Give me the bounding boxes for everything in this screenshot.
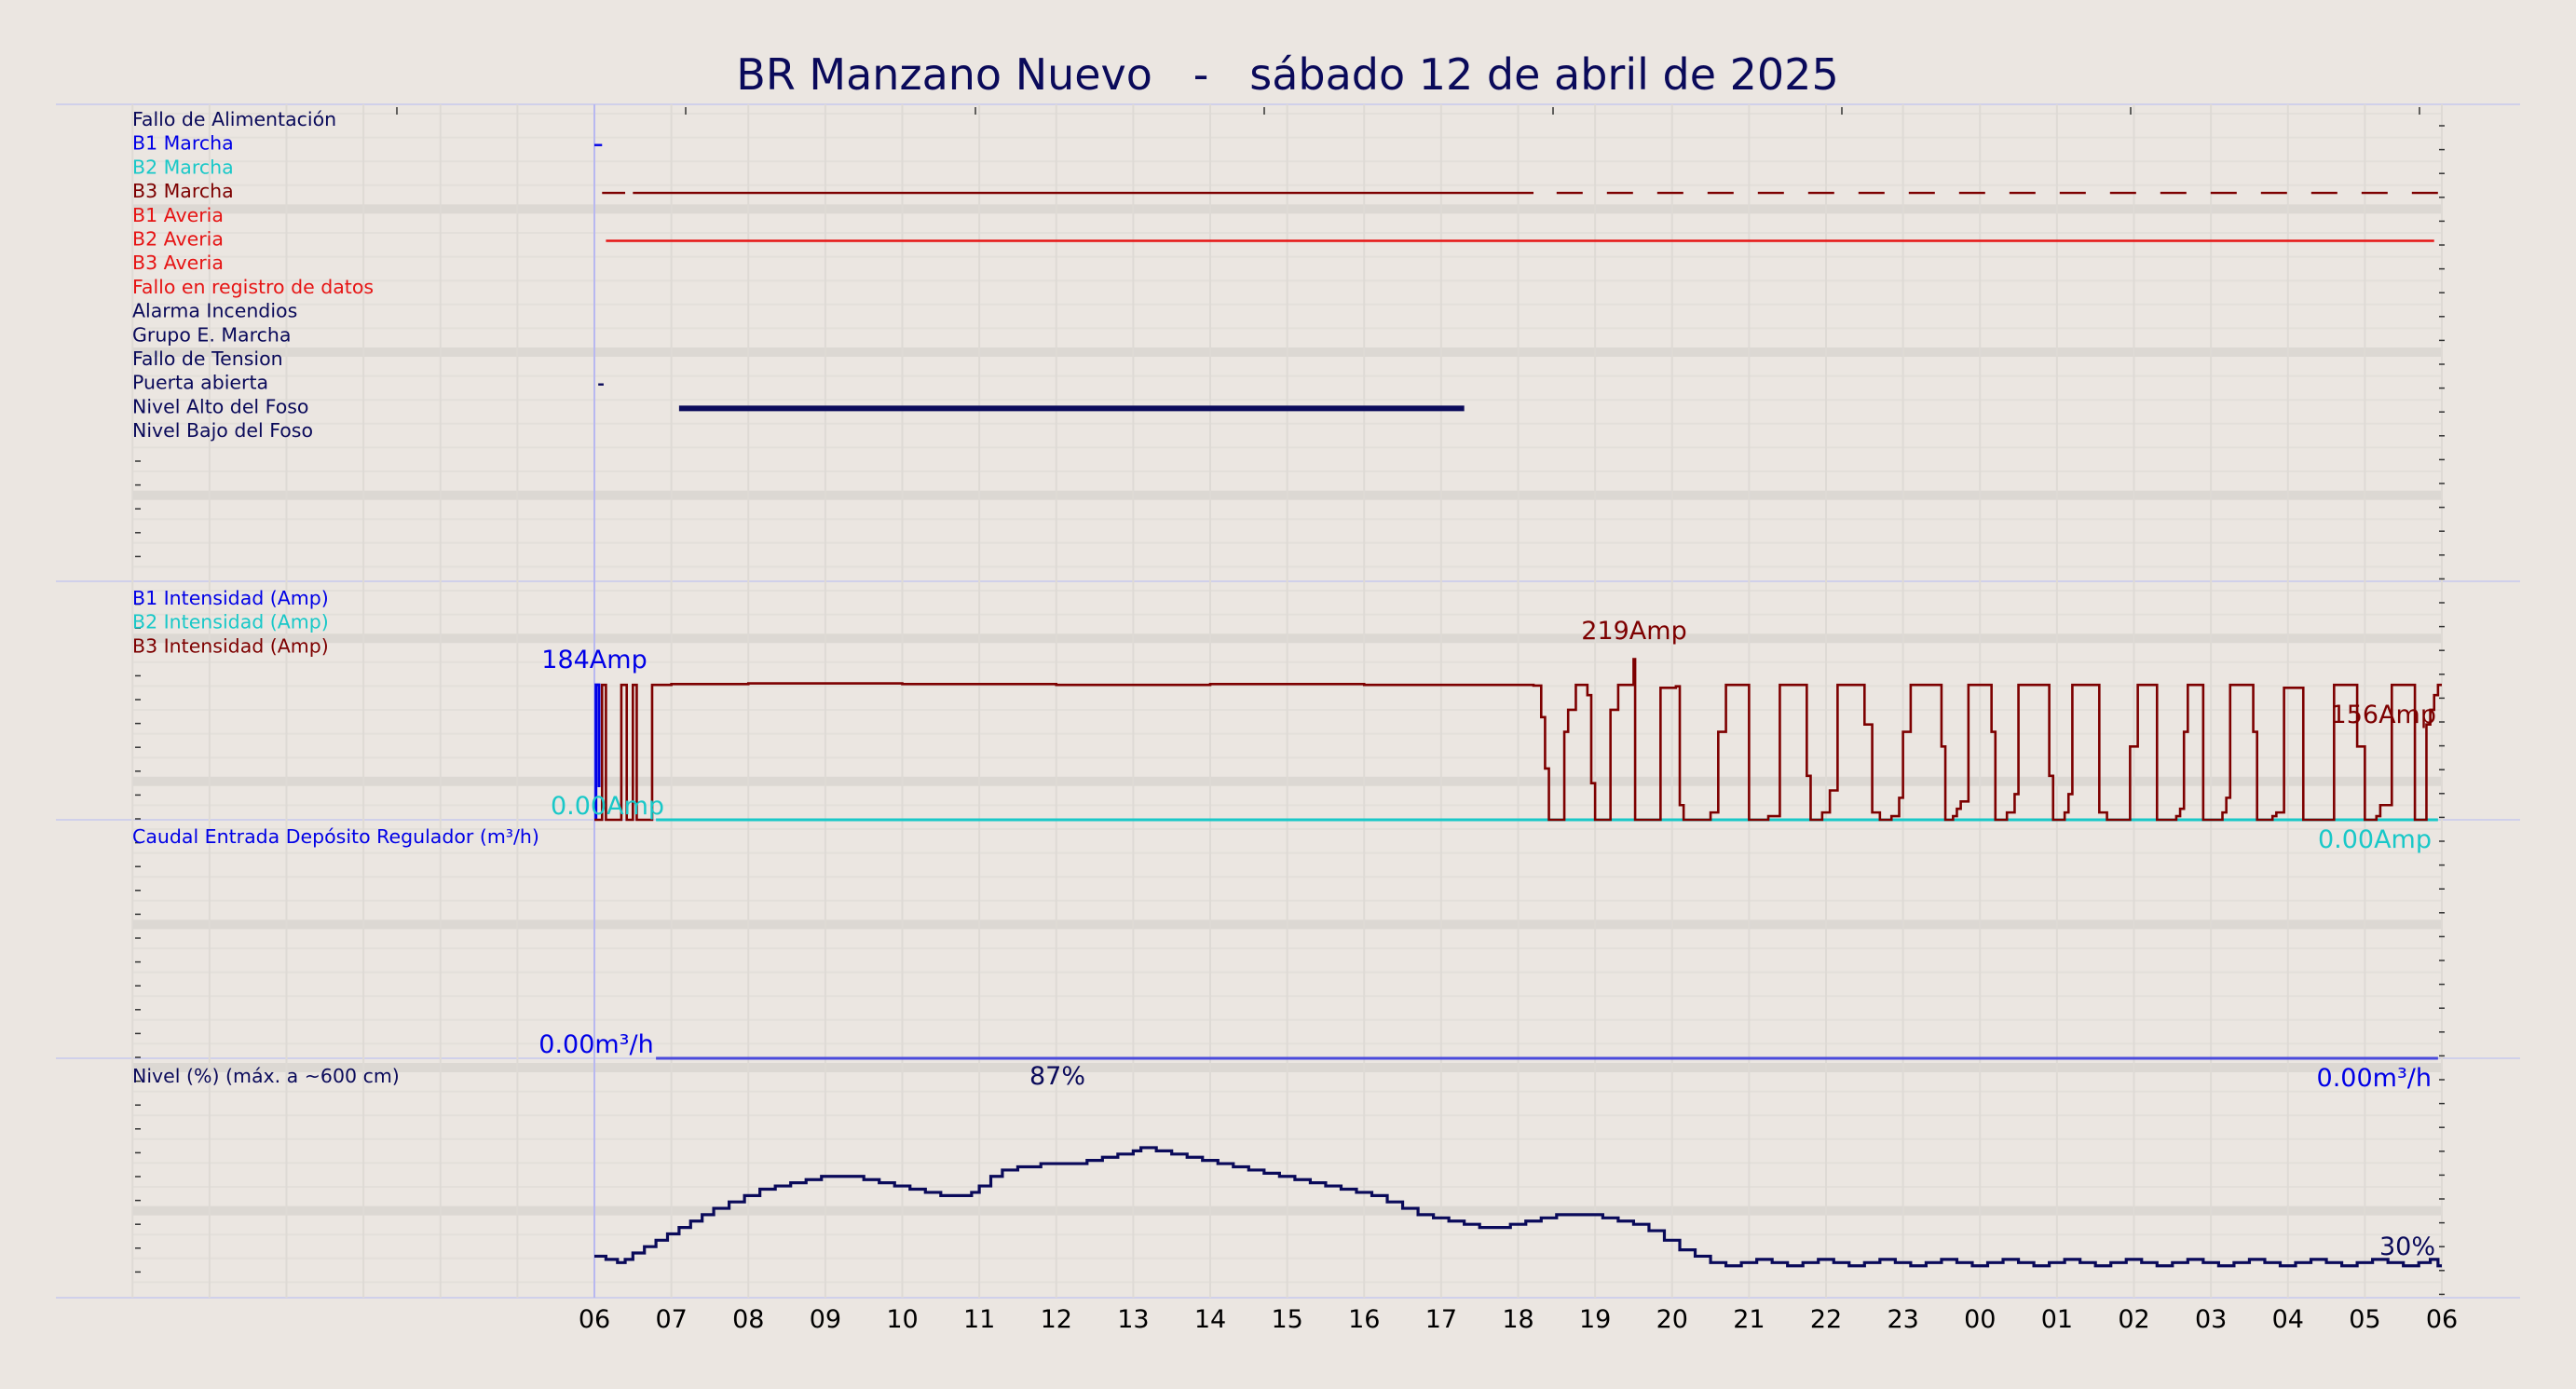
x-tick-label: 04 (2272, 1305, 2304, 1334)
series-label: B3 Intensidad (Amp) (132, 634, 329, 657)
signal-label: Puerta abierta (132, 372, 268, 394)
x-tick-label: 17 (1425, 1305, 1457, 1334)
signal-label: B2 Marcha (132, 156, 234, 178)
x-tick-label: 20 (1656, 1305, 1688, 1334)
x-tick-label: 05 (2349, 1305, 2380, 1334)
x-tick-label: 02 (2118, 1305, 2149, 1334)
x-tick-label: 09 (810, 1305, 841, 1334)
signal-label: B3 Averia (132, 252, 224, 274)
annotation-end-value: 156Amp (2331, 701, 2436, 729)
x-tick-label: 06 (579, 1305, 610, 1334)
grid (131, 104, 2443, 1298)
series-label: B2 Intensidad (Amp) (132, 611, 329, 633)
chart-title: BR Manzano Nuevo - sábado 12 de abril de… (736, 49, 1838, 100)
x-tick-label: 15 (1271, 1305, 1302, 1334)
signal-label: Fallo en registro de datos (132, 276, 374, 298)
x-tick-label: 21 (1733, 1305, 1765, 1334)
x-tick-label: 22 (1810, 1305, 1842, 1334)
b3-intensity-line (594, 658, 2442, 822)
x-tick-label: 10 (886, 1305, 918, 1334)
series-label: B1 Intensidad (Amp) (132, 587, 329, 609)
x-tick-label: 08 (732, 1305, 764, 1334)
tick-marks (135, 107, 2445, 1296)
annotation-start-max: 184Amp (541, 646, 647, 674)
x-tick-label: 18 (1502, 1305, 1533, 1334)
signal-label: B1 Averia (132, 204, 224, 226)
label-layer: 06 07 08 09 10 11 12 13 14 15 16 17 18 19 20 21 22 23 00 01… (132, 108, 2458, 1334)
annotation-level-max: 87% (1029, 1062, 1085, 1091)
annotation-end-zero: 0.00Amp (2318, 825, 2432, 854)
signal-label: Nivel Bajo del Foso (132, 419, 313, 442)
x-tick-label: 16 (1348, 1305, 1380, 1334)
b1-intensity-line (594, 683, 601, 820)
x-tick-label: 00 (1964, 1305, 1996, 1334)
signal-label: Fallo de Alimentación (132, 108, 336, 130)
x-tick-label: 01 (2041, 1305, 2073, 1334)
signal-label: Fallo de Tension (132, 347, 283, 370)
series-layer (594, 143, 2442, 1268)
x-tick-label: 11 (963, 1305, 995, 1334)
x-tick-label: 23 (1887, 1305, 1918, 1334)
x-tick-label: 14 (1194, 1305, 1226, 1334)
annotation-peak: 219Amp (1581, 617, 1686, 646)
signal-label: B1 Marcha (132, 132, 234, 155)
level-line (594, 1146, 2442, 1268)
x-tick-label: 13 (1117, 1305, 1149, 1334)
x-tick-label: 06 (2426, 1305, 2458, 1334)
series-label: Nivel (%) (máx. a ~600 cm) (132, 1065, 400, 1087)
x-tick-label: 03 (2195, 1305, 2227, 1334)
signal-label: B2 Averia (132, 228, 224, 251)
signal-label: Nivel Alto del Foso (132, 395, 308, 417)
signal-label: Alarma Incendios (132, 300, 297, 322)
annotation-start-zero: 0.00Amp (551, 792, 664, 821)
annotation-flow-start: 0.00m³/h (538, 1030, 653, 1059)
x-tick-label: 19 (1579, 1305, 1611, 1334)
annotation-level-end: 30% (2379, 1232, 2435, 1261)
series-label: Caudal Entrada Depósito Regulador (m³/h) (132, 825, 539, 848)
x-tick-label: 12 (1041, 1305, 1072, 1334)
annotation-flow-end: 0.00m³/h (2317, 1064, 2432, 1093)
signal-label: Grupo E. Marcha (132, 323, 291, 346)
signal-label: B3 Marcha (132, 180, 234, 202)
x-tick-label: 07 (655, 1305, 687, 1334)
